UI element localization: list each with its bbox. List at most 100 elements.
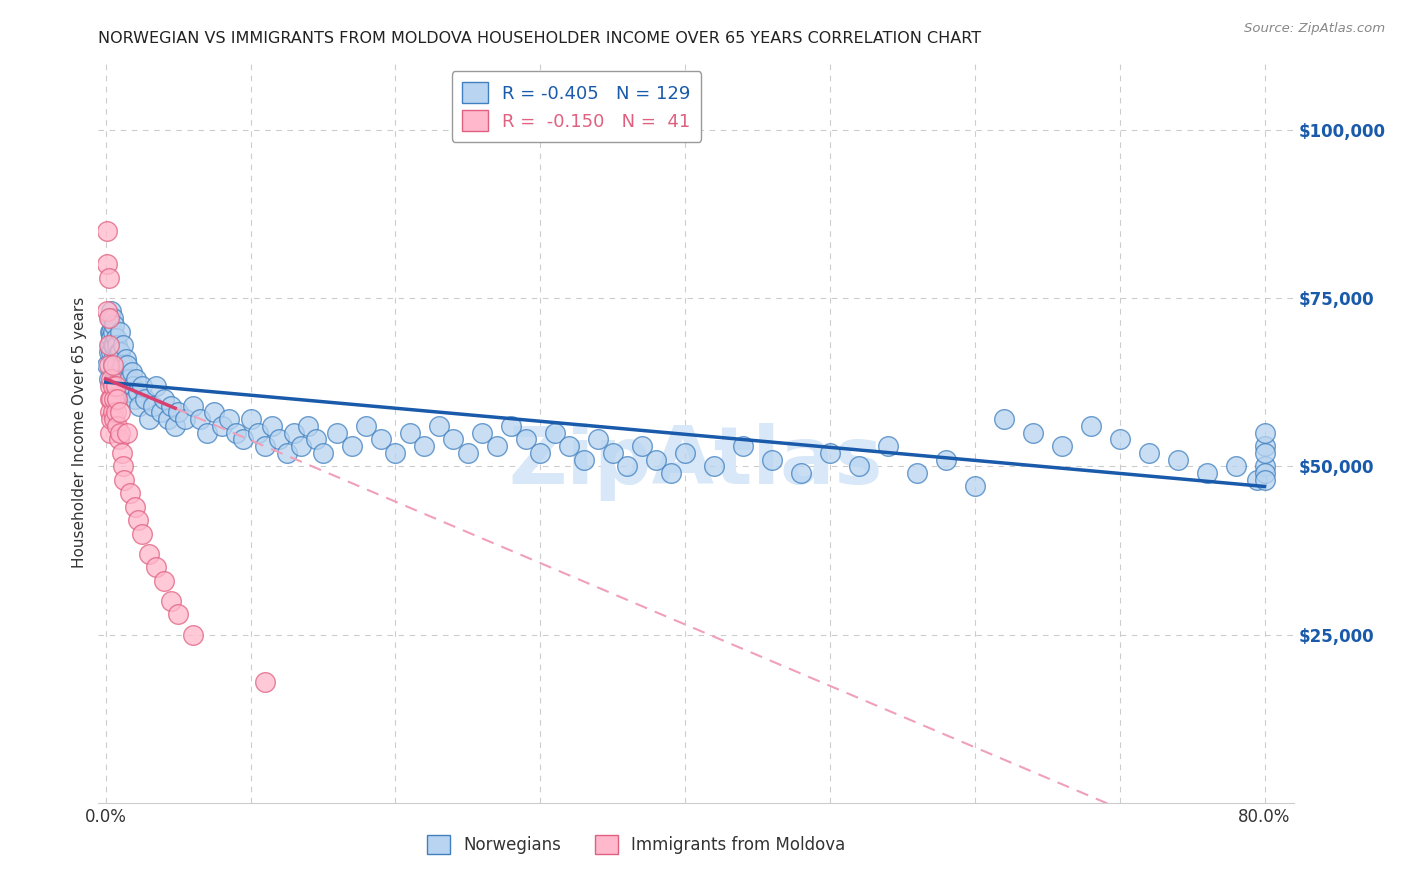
Point <box>935 452 957 467</box>
Point <box>659 466 682 480</box>
Point <box>117 425 139 440</box>
Point <box>134 392 156 406</box>
Point <box>515 433 537 447</box>
Point <box>115 372 138 386</box>
Point <box>232 433 254 447</box>
Point <box>558 439 581 453</box>
Point <box>384 446 406 460</box>
Point <box>108 325 131 339</box>
Point <box>104 351 127 366</box>
Point <box>1225 459 1247 474</box>
Point <box>110 378 132 392</box>
Point <box>152 392 174 406</box>
Point <box>145 560 167 574</box>
Point <box>101 378 124 392</box>
Point <box>399 425 422 440</box>
Point <box>122 378 145 392</box>
Point <box>761 452 783 467</box>
Point <box>165 418 187 433</box>
Point <box>97 270 120 285</box>
Point <box>1022 425 1045 440</box>
Point <box>586 433 609 447</box>
Point <box>96 257 118 271</box>
Point <box>117 359 139 373</box>
Point <box>326 425 349 440</box>
Point <box>98 311 121 326</box>
Point <box>112 338 135 352</box>
Point <box>544 425 567 440</box>
Point <box>101 311 124 326</box>
Point <box>100 344 122 359</box>
Point <box>501 418 523 433</box>
Point <box>96 224 118 238</box>
Point <box>963 479 986 493</box>
Point <box>107 365 129 379</box>
Point <box>152 574 174 588</box>
Point <box>202 405 225 419</box>
Point <box>105 418 128 433</box>
Point <box>181 627 204 641</box>
Point <box>105 359 128 373</box>
Point <box>413 439 436 453</box>
Point <box>188 412 211 426</box>
Text: Source: ZipAtlas.com: Source: ZipAtlas.com <box>1244 22 1385 36</box>
Point <box>138 547 160 561</box>
Text: NORWEGIAN VS IMMIGRANTS FROM MOLDOVA HOUSEHOLDER INCOME OVER 65 YEARS CORRELATIO: NORWEGIAN VS IMMIGRANTS FROM MOLDOVA HOU… <box>98 31 981 46</box>
Point <box>790 466 813 480</box>
Point <box>103 392 125 406</box>
Point <box>101 325 124 339</box>
Point <box>529 446 551 460</box>
Point <box>297 418 319 433</box>
Point <box>110 359 132 373</box>
Point <box>703 459 725 474</box>
Point <box>96 304 118 318</box>
Point <box>340 439 363 453</box>
Point <box>97 311 120 326</box>
Point <box>877 439 900 453</box>
Point <box>818 446 841 460</box>
Point <box>181 399 204 413</box>
Point <box>269 433 291 447</box>
Point <box>100 304 122 318</box>
Point <box>1195 466 1218 480</box>
Point <box>1050 439 1073 453</box>
Point <box>731 439 754 453</box>
Point <box>105 392 128 406</box>
Point <box>98 405 121 419</box>
Point <box>471 425 494 440</box>
Point <box>101 405 124 419</box>
Point <box>97 372 120 386</box>
Point <box>305 433 328 447</box>
Point <box>115 351 138 366</box>
Point <box>1253 425 1275 440</box>
Point <box>101 359 124 373</box>
Point <box>98 338 121 352</box>
Point <box>645 452 668 467</box>
Point <box>290 439 312 453</box>
Point <box>101 359 124 373</box>
Point <box>1246 473 1268 487</box>
Point <box>98 425 121 440</box>
Point <box>104 365 127 379</box>
Point <box>103 338 125 352</box>
Point <box>112 359 135 373</box>
Point <box>905 466 928 480</box>
Point <box>100 325 122 339</box>
Point <box>97 359 120 373</box>
Point <box>1253 459 1275 474</box>
Point <box>100 412 122 426</box>
Point <box>107 344 129 359</box>
Point <box>673 446 696 460</box>
Point <box>101 338 124 352</box>
Point <box>356 418 378 433</box>
Point <box>160 594 183 608</box>
Point <box>131 378 153 392</box>
Point <box>138 412 160 426</box>
Point <box>108 405 131 419</box>
Point <box>114 385 136 400</box>
Point <box>276 446 298 460</box>
Point <box>97 344 120 359</box>
Point <box>104 378 127 392</box>
Point <box>1137 446 1160 460</box>
Point <box>103 318 125 332</box>
